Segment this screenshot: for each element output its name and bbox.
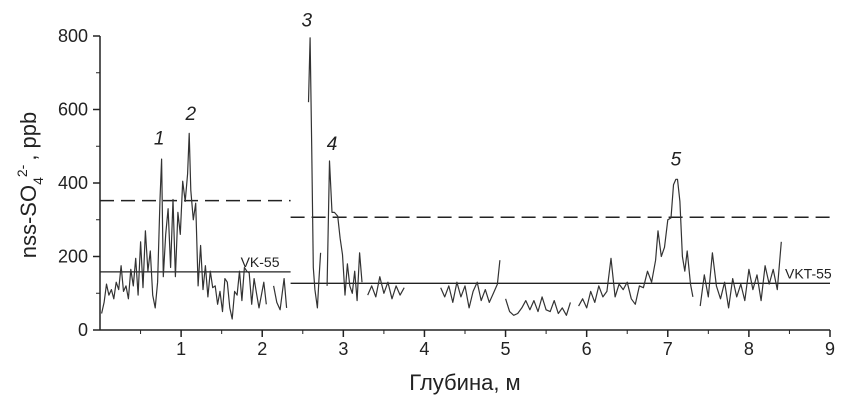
series-lines xyxy=(101,37,782,320)
series-vkt-55-b xyxy=(326,160,363,302)
series-vkt-55-c xyxy=(367,276,405,300)
x-tick-label: 8 xyxy=(744,339,754,359)
y-tick-label: 600 xyxy=(58,100,88,120)
reference-line-label: VKT-55 xyxy=(785,265,832,281)
x-tick-label: 3 xyxy=(338,339,348,359)
x-tick-label: 2 xyxy=(257,339,267,359)
series-vkt-55-e xyxy=(505,296,571,316)
y-axis-title-superscript: 2- xyxy=(14,164,30,177)
reference-line-label: VK-55 xyxy=(241,254,280,270)
x-tick-label: 7 xyxy=(663,339,673,359)
x-tick-label: 4 xyxy=(419,339,429,359)
reference-lines xyxy=(100,199,830,284)
series-vkt-55-f xyxy=(578,178,694,309)
peak-label: 4 xyxy=(327,134,338,155)
y-axis-title-units: , ppb xyxy=(16,112,41,161)
y-tick-label: 400 xyxy=(58,173,88,193)
series-vk-55-b xyxy=(273,278,288,311)
series-vkt-55-d xyxy=(440,260,501,309)
y-axis-title: nss-SO42- , ppb xyxy=(14,112,46,259)
peak-label: 1 xyxy=(154,128,165,149)
y-tick-label: 800 xyxy=(58,26,88,46)
x-tick-label: 5 xyxy=(501,339,511,359)
y-axis-title-subscript: 4 xyxy=(30,177,46,185)
y-tick-label: 0 xyxy=(78,320,88,340)
x-tick-label: 6 xyxy=(582,339,592,359)
series-vk-55 xyxy=(101,132,267,320)
annotations: VK-55 VKT-55 12 3 4 5 xyxy=(154,10,832,281)
peak-label: 2 xyxy=(185,104,197,125)
y-axis-title-base: nss-SO xyxy=(16,185,41,258)
series-vkt-55-g xyxy=(699,241,782,309)
x-axis-title: Глубина, м xyxy=(409,370,520,395)
peak-label: 5 xyxy=(671,149,682,170)
peak-label: 3 xyxy=(302,10,313,31)
series-vkt-55 xyxy=(307,37,322,309)
y-tick-label: 200 xyxy=(58,247,88,267)
x-tick-label: 1 xyxy=(176,339,186,359)
x-tick-label: 9 xyxy=(825,339,835,359)
